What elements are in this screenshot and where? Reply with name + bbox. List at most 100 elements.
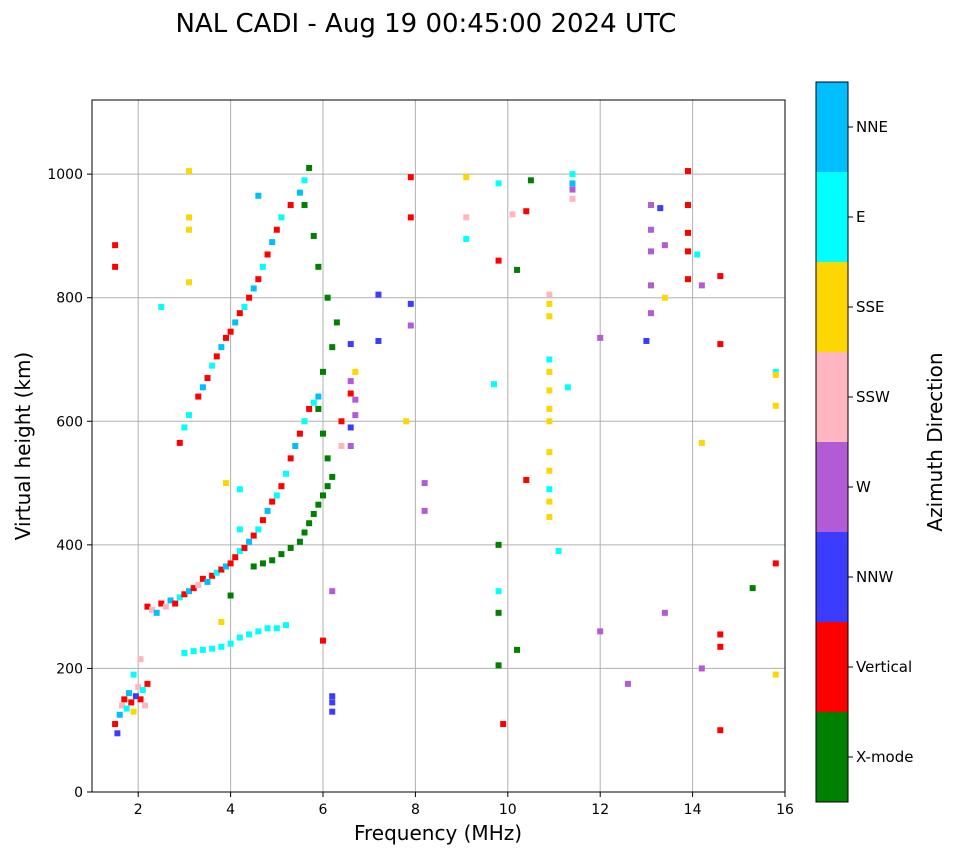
data-point xyxy=(218,344,225,351)
data-points xyxy=(112,164,779,737)
data-point xyxy=(347,341,354,348)
data-point xyxy=(137,696,144,703)
y-tick-label: 200 xyxy=(56,661,83,677)
data-point xyxy=(186,226,193,233)
plot-frame xyxy=(92,100,785,792)
colorbar-segment xyxy=(816,82,848,172)
data-point xyxy=(306,405,313,412)
data-point xyxy=(329,693,336,700)
data-point xyxy=(306,164,313,171)
data-point xyxy=(301,202,308,209)
data-point xyxy=(597,334,604,341)
y-tick-label: 600 xyxy=(56,414,83,430)
data-point xyxy=(463,236,470,243)
data-point xyxy=(176,594,183,601)
data-point xyxy=(694,251,701,258)
data-point xyxy=(546,291,553,298)
data-point xyxy=(296,538,303,545)
y-tick-label: 800 xyxy=(56,291,83,307)
data-point xyxy=(310,510,317,517)
data-point xyxy=(269,498,276,505)
data-point xyxy=(255,192,262,199)
data-point xyxy=(287,455,294,462)
data-point xyxy=(222,334,229,341)
data-point xyxy=(546,405,553,412)
data-point xyxy=(130,708,137,715)
data-point xyxy=(324,483,331,490)
data-point xyxy=(347,443,354,449)
data-point xyxy=(296,189,303,196)
data-point xyxy=(772,368,779,375)
data-point xyxy=(283,622,290,629)
data-point xyxy=(283,470,290,477)
data-point xyxy=(172,600,179,607)
data-point xyxy=(495,662,502,669)
data-point xyxy=(125,690,132,697)
x-tick-label: 6 xyxy=(319,802,328,818)
y-tick-label: 1000 xyxy=(47,167,83,183)
data-point xyxy=(255,526,262,533)
data-point xyxy=(269,557,276,564)
data-point xyxy=(657,205,664,212)
data-point xyxy=(310,399,317,406)
data-point xyxy=(352,396,359,403)
data-point xyxy=(181,649,188,656)
data-point xyxy=(509,211,516,218)
colorbar-segment xyxy=(816,532,848,622)
data-point xyxy=(648,226,655,233)
data-point xyxy=(772,671,779,678)
data-point xyxy=(320,430,326,437)
data-point xyxy=(347,378,354,385)
data-point xyxy=(421,507,428,514)
data-point xyxy=(320,368,326,375)
colorbar-tick-label: Vertical xyxy=(856,658,912,676)
data-point xyxy=(315,405,322,412)
data-point xyxy=(546,300,553,307)
data-point xyxy=(236,310,243,317)
data-point xyxy=(329,473,336,480)
data-point xyxy=(190,648,197,655)
data-point xyxy=(222,563,229,570)
data-point xyxy=(255,276,262,283)
colorbar: X-mode Vertical NNW W SSW SSE E NNE xyxy=(815,81,913,803)
data-point xyxy=(527,177,534,184)
colorbar-segment xyxy=(816,622,848,712)
colorbar-segment xyxy=(816,172,848,262)
data-point xyxy=(749,585,756,592)
data-point xyxy=(273,625,280,632)
data-point xyxy=(112,263,119,270)
data-point xyxy=(597,628,604,635)
data-point xyxy=(546,498,553,505)
data-point xyxy=(546,313,553,320)
data-point xyxy=(523,208,530,215)
data-point xyxy=(186,588,193,595)
data-point xyxy=(333,319,340,326)
data-point xyxy=(144,603,151,610)
data-point xyxy=(119,702,126,709)
data-point xyxy=(306,520,313,527)
data-point xyxy=(315,393,322,400)
data-point xyxy=(227,328,234,335)
data-point xyxy=(684,168,691,175)
data-point xyxy=(495,180,502,187)
data-point xyxy=(162,603,169,610)
data-point xyxy=(495,541,502,548)
data-point xyxy=(717,643,724,650)
y-axis-ticks: 0 200 400 600 800 1000 xyxy=(47,167,92,801)
data-point xyxy=(264,625,271,632)
data-point xyxy=(259,560,266,567)
data-point xyxy=(661,609,668,616)
data-point xyxy=(199,575,206,582)
data-point xyxy=(273,492,280,499)
data-point xyxy=(232,554,239,561)
data-point xyxy=(181,424,188,431)
data-point xyxy=(139,687,146,694)
data-point xyxy=(717,341,724,348)
data-point xyxy=(123,705,130,712)
data-point xyxy=(112,242,119,249)
data-point xyxy=(463,214,470,221)
data-point xyxy=(717,727,724,734)
data-point xyxy=(264,251,271,258)
data-point xyxy=(546,387,553,394)
data-point xyxy=(648,310,655,317)
